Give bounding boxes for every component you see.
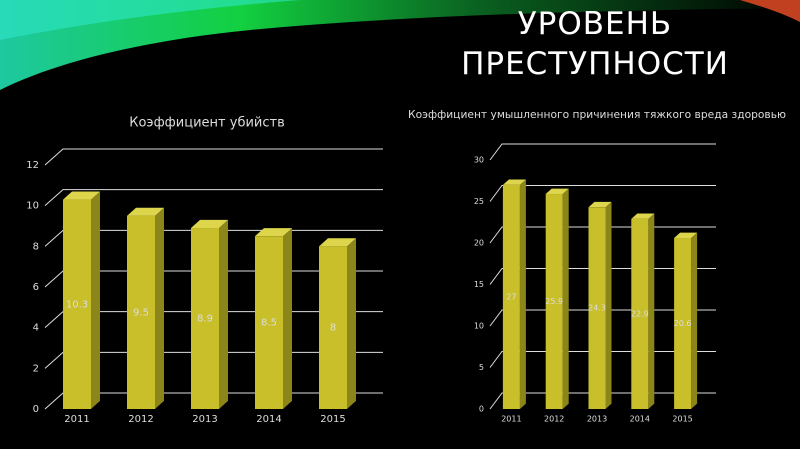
bar (631, 218, 649, 409)
bar-side (219, 219, 228, 409)
bar-top (631, 213, 655, 219)
y-tick-label: 4 (33, 323, 39, 334)
bar (63, 199, 91, 409)
y-tick-label: 5 (479, 363, 484, 372)
bar (255, 236, 283, 409)
x-tick-label: 2014 (256, 414, 281, 425)
y-tick-label: 0 (479, 405, 484, 414)
chart-title: Коэффициент умышленного причинения тяжко… (408, 108, 786, 121)
bar-side (605, 201, 612, 409)
value-label: 25.9 (545, 297, 563, 306)
bar-top (63, 191, 100, 200)
bar (191, 228, 219, 409)
value-label: 10.3 (66, 299, 88, 310)
y-tick-label: 25 (474, 197, 484, 206)
grid-line (44, 189, 383, 207)
bar-side (155, 207, 164, 409)
bar (502, 184, 520, 409)
grid-line (44, 148, 383, 166)
bar (319, 246, 347, 409)
bar-side (519, 179, 526, 409)
bar-side (347, 238, 356, 409)
value-label: 8.9 (197, 314, 213, 325)
value-label: 8.5 (261, 318, 277, 329)
y-tick-label: 15 (474, 280, 484, 289)
bar-top (127, 207, 164, 216)
y-tick-label: 6 (33, 282, 39, 293)
y-tick-label: 8 (33, 241, 39, 252)
bar-top (502, 179, 526, 185)
bar-side (91, 191, 100, 409)
value-label: 27 (506, 292, 516, 301)
y-tick-label: 10 (474, 322, 484, 331)
grid-line (489, 143, 716, 161)
bar-side (648, 213, 655, 409)
y-tick-label: 12 (26, 160, 39, 171)
value-label: 22.9 (631, 309, 649, 318)
y-tick-label: 10 (26, 201, 39, 212)
bar-top (674, 232, 698, 239)
bar (674, 238, 692, 409)
y-tick-label: 0 (33, 404, 39, 415)
value-label: 24.3 (588, 304, 606, 313)
y-tick-label: 2 (33, 363, 39, 374)
x-tick-label: 2011 (501, 415, 521, 424)
slide-title: УРОВЕНЬ ПРЕСТУПНОСТИ (461, 6, 729, 82)
value-label: 9.5 (133, 307, 149, 318)
decoration (0, 0, 300, 40)
x-tick-label: 2013 (587, 415, 607, 424)
bar-top (319, 238, 356, 247)
y-tick-label: 20 (474, 239, 484, 248)
bar-top (588, 201, 612, 208)
y-tick-label: 30 (474, 156, 484, 165)
chart-title: Коэффициент убийств (129, 116, 285, 131)
x-tick-label: 2015 (672, 415, 692, 424)
bar-side (562, 188, 569, 409)
bar-side (283, 228, 292, 409)
x-tick-label: 2014 (630, 415, 650, 424)
decoration (0, 0, 800, 90)
grid-line (489, 185, 716, 202)
bar (588, 207, 606, 409)
bar-top (255, 228, 292, 237)
bar-top (545, 188, 569, 195)
bar (545, 194, 563, 409)
bar-top (191, 219, 228, 229)
value-label: 8 (330, 323, 336, 334)
decoration (740, 0, 800, 22)
x-tick-label: 2013 (192, 414, 217, 425)
bar-side (691, 232, 698, 409)
bar (127, 215, 155, 409)
x-tick-label: 2015 (320, 414, 345, 425)
x-tick-label: 2012 (544, 415, 564, 424)
value-label: 20.6 (674, 319, 692, 328)
x-tick-label: 2012 (128, 414, 153, 425)
x-tick-label: 2011 (64, 414, 89, 425)
